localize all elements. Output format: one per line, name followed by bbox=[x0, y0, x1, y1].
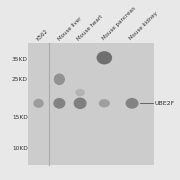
Ellipse shape bbox=[75, 89, 85, 96]
Text: 25KD: 25KD bbox=[12, 77, 28, 82]
Ellipse shape bbox=[33, 99, 44, 108]
Ellipse shape bbox=[125, 98, 138, 109]
Text: 10KD: 10KD bbox=[12, 146, 28, 151]
Text: Mouse pancreas: Mouse pancreas bbox=[102, 6, 137, 41]
FancyBboxPatch shape bbox=[28, 43, 154, 165]
Ellipse shape bbox=[96, 51, 112, 64]
Text: Mouse liver: Mouse liver bbox=[57, 15, 82, 41]
Text: UBE2F: UBE2F bbox=[154, 101, 175, 106]
Text: 35KD: 35KD bbox=[12, 57, 28, 62]
Ellipse shape bbox=[54, 73, 65, 85]
Ellipse shape bbox=[99, 99, 110, 107]
Text: Mouse kidney: Mouse kidney bbox=[129, 11, 159, 41]
Ellipse shape bbox=[53, 98, 65, 109]
Text: 15KD: 15KD bbox=[12, 115, 28, 120]
Ellipse shape bbox=[74, 98, 87, 109]
Text: K562: K562 bbox=[36, 28, 49, 41]
Text: Mouse heart: Mouse heart bbox=[76, 14, 104, 41]
